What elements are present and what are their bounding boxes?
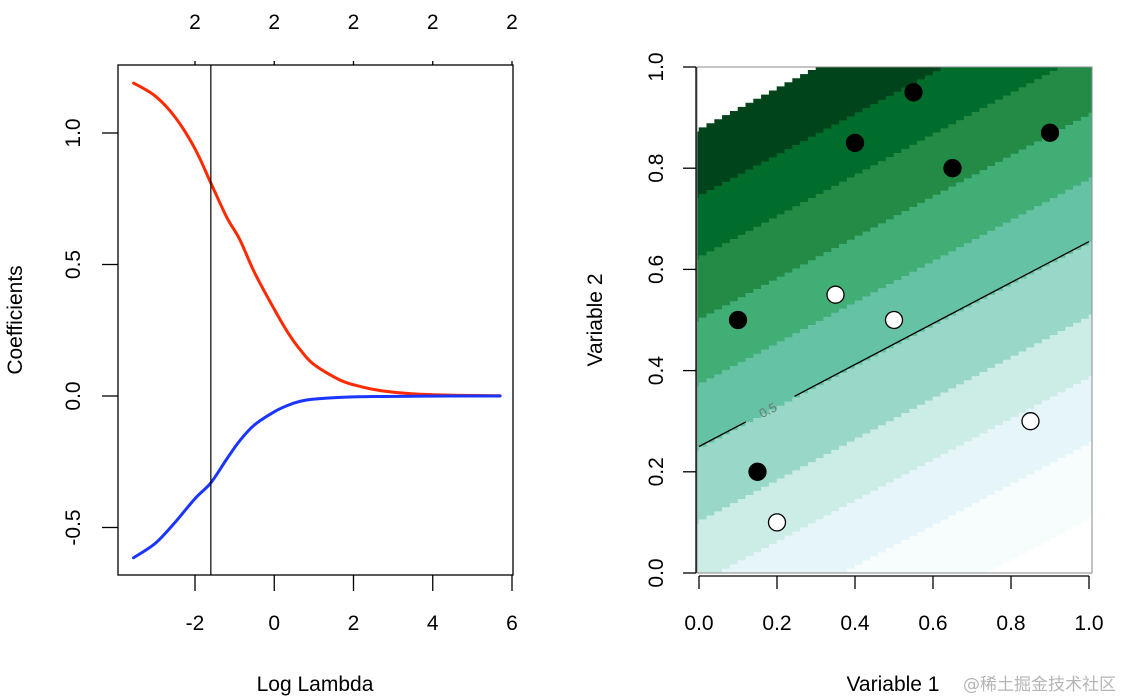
y-axis: -0.5 0.0 0.5 1.0 bbox=[62, 118, 118, 546]
y-tick-label: -0.5 bbox=[62, 509, 85, 545]
y-axis-label: Variable 2 bbox=[584, 273, 607, 366]
probability-band-10 bbox=[987, 517, 1092, 573]
watermark: @稀土掘金技术社区 bbox=[963, 675, 1116, 695]
top-tick-label: 2 bbox=[506, 11, 518, 34]
y-tick-label: 0.6 bbox=[645, 255, 668, 284]
top-tick-label: 2 bbox=[348, 11, 360, 34]
x-tick-label: -2 bbox=[186, 612, 205, 635]
top-axis: 2 2 2 2 2 bbox=[189, 11, 518, 65]
y-tick-label: 0.2 bbox=[645, 457, 668, 486]
data-point-class-0 bbox=[1021, 412, 1040, 431]
x-tick-label: 0.8 bbox=[996, 612, 1025, 635]
x-axis-label: Variable 1 bbox=[846, 673, 939, 696]
x-tick-label: 2 bbox=[348, 612, 360, 635]
x-tick-label: 0.4 bbox=[840, 612, 870, 635]
top-tick-label: 2 bbox=[189, 11, 201, 34]
data-point-class-1 bbox=[904, 83, 923, 102]
data-point-class-0 bbox=[826, 285, 845, 304]
contour-line-segment bbox=[698, 421, 747, 448]
data-point-class-0 bbox=[884, 310, 904, 330]
x-axis: 0.0 0.2 0.4 0.6 0.8 1.0 bbox=[684, 575, 1104, 635]
decision-surface-plot: 0.5 0.0 0.2 0.4 0.6 0.8 1.0 0.0 0.2 0.4 0.6 0.8 1.… bbox=[584, 52, 1104, 696]
plot-frame bbox=[696, 66, 1093, 574]
x-tick-label: 6 bbox=[506, 612, 518, 635]
data-point-class-1 bbox=[1040, 123, 1060, 142]
x-tick-label: 0.2 bbox=[762, 612, 791, 635]
series-line-coef-1 bbox=[132, 81, 502, 398]
data-point-class-1 bbox=[943, 159, 962, 178]
y-tick-label: 0.0 bbox=[645, 558, 668, 587]
coefficient-series-group bbox=[132, 81, 502, 560]
coefficient-path-plot: -2 0 2 4 6 -0.5 0.0 0.5 1.0 2 2 2 2 2 Log Lambda Co… bbox=[4, 11, 518, 696]
contour-line-segment bbox=[794, 240, 1090, 397]
x-axis: -2 0 2 4 6 bbox=[186, 575, 518, 635]
contour-group: 0.5 bbox=[698, 240, 1090, 448]
top-tick-label: 2 bbox=[427, 11, 439, 34]
probability-band-8 bbox=[714, 375, 1092, 573]
data-point-class-1 bbox=[728, 310, 748, 330]
probability-band-9 bbox=[839, 441, 1092, 573]
y-tick-label: 0.5 bbox=[62, 250, 85, 279]
data-point-class-0 bbox=[767, 513, 787, 532]
y-tick-label: 1.0 bbox=[645, 52, 668, 81]
x-tick-label: 0.0 bbox=[684, 612, 713, 635]
x-tick-label: 4 bbox=[427, 612, 439, 635]
probability-bands bbox=[697, 67, 1092, 573]
y-tick-label: 1.0 bbox=[62, 118, 85, 147]
x-tick-label: 0.6 bbox=[918, 612, 947, 635]
top-tick-label: 2 bbox=[268, 11, 280, 34]
y-tick-label: 0.4 bbox=[645, 356, 668, 386]
y-axis-label: Coefficients bbox=[4, 265, 27, 374]
y-axis: 0.0 0.2 0.4 0.6 0.8 1.0 bbox=[645, 52, 697, 588]
plot-frame bbox=[117, 64, 514, 576]
data-point-class-1 bbox=[748, 462, 767, 481]
data-points bbox=[728, 83, 1060, 532]
contour-label: 0.5 bbox=[756, 399, 779, 421]
y-tick-label: 0.8 bbox=[645, 154, 668, 183]
x-axis-label: Log Lambda bbox=[257, 673, 374, 696]
data-point-class-1 bbox=[845, 133, 865, 153]
x-tick-label: 0 bbox=[268, 612, 280, 635]
series-line-coef-2 bbox=[132, 394, 502, 560]
x-tick-label: 1.0 bbox=[1074, 612, 1103, 635]
y-tick-label: 0.0 bbox=[62, 381, 85, 410]
